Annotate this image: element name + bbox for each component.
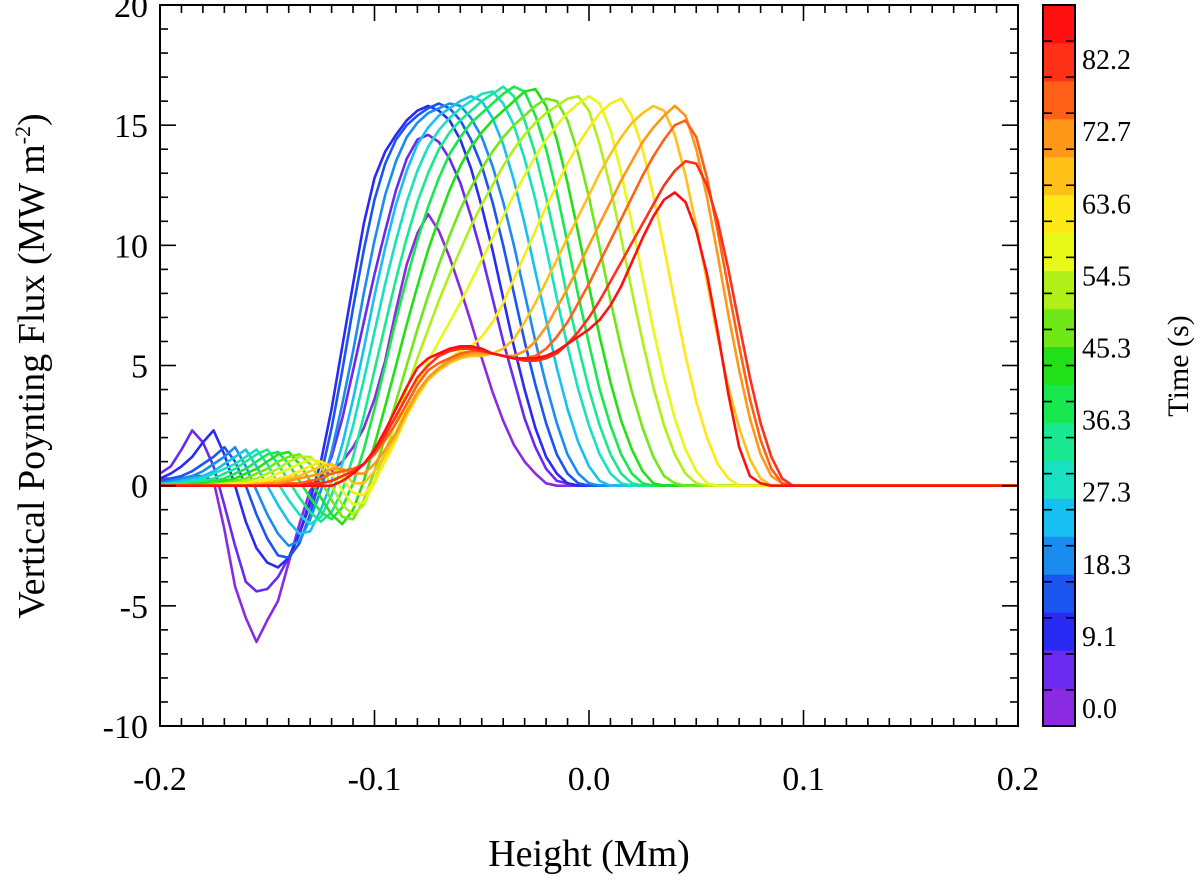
colorbar: 0.0 9.1 18.3 27.3 36.3 45.3 54.5 63.6 72.7 82.2 xyxy=(1042,4,1131,727)
colorbar-segment xyxy=(1043,536,1075,575)
colorbar-segment xyxy=(1043,498,1075,537)
colorbar-label: 72.7 xyxy=(1082,117,1131,148)
series-line-14 xyxy=(160,97,1018,497)
colorbar-segment xyxy=(1043,5,1075,44)
y-tick-label: 5 xyxy=(131,349,148,386)
x-ticks: -0.2 -0.1 0.0 0.1 0.2 xyxy=(133,5,1039,798)
y-tick-label: 10 xyxy=(114,228,148,265)
y-axis-title-exponent: -2 xyxy=(10,126,35,144)
y-axis-title: Vertical Poynting Flux (MW m-2) xyxy=(10,113,53,618)
colorbar-segment xyxy=(1043,384,1075,423)
y-axis-title-close: ) xyxy=(11,113,53,126)
series-group xyxy=(159,85,1018,644)
colorbar-label: 63.6 xyxy=(1082,189,1131,220)
colorbar-segment xyxy=(1043,422,1075,461)
colorbar-label: 0.0 xyxy=(1082,694,1117,725)
colorbar-segment xyxy=(1043,650,1075,689)
series-line-15 xyxy=(160,104,1018,488)
colorbar-label: 45.3 xyxy=(1082,333,1131,364)
colorbar-label: 82.2 xyxy=(1082,45,1131,76)
colorbar-label: 9.1 xyxy=(1082,622,1117,653)
y-tick-label: -10 xyxy=(103,709,148,746)
series-line-16 xyxy=(160,104,1018,488)
y-ticks: -10 -5 0 5 10 15 20 xyxy=(103,0,1018,746)
colorbar-segment xyxy=(1043,194,1075,234)
x-tick-label: -0.1 xyxy=(348,761,402,798)
colorbar-segment xyxy=(1043,460,1075,499)
colorbar-segment xyxy=(1043,688,1075,727)
colorbar-segment xyxy=(1043,574,1075,613)
colorbar-segment xyxy=(1043,232,1075,272)
x-tick-label: 0.2 xyxy=(997,761,1040,798)
x-tick-label: 0.0 xyxy=(568,761,611,798)
y-tick-label: 0 xyxy=(131,469,148,506)
x-tick-label: 0.1 xyxy=(782,761,825,798)
y-tick-label: -5 xyxy=(120,589,148,626)
colorbar-segment xyxy=(1043,270,1075,310)
colorbar-label: 27.3 xyxy=(1082,478,1131,509)
x-tick-label: -0.2 xyxy=(133,761,187,798)
colorbar-label: 54.5 xyxy=(1082,261,1131,292)
x-axis-title: Height (Mm) xyxy=(488,833,690,875)
colorbar-segment xyxy=(1043,156,1075,196)
series-line-19 xyxy=(160,191,1018,488)
y-axis-title-main: Vertical Poynting Flux (MW m xyxy=(11,144,53,618)
colorbar-segment xyxy=(1043,118,1075,158)
colorbar-segment xyxy=(1043,308,1075,348)
colorbar-title: Time (s) xyxy=(1162,315,1195,416)
y-tick-label: 15 xyxy=(114,108,148,145)
y-tick-label: 20 xyxy=(114,0,148,25)
colorbar-segment xyxy=(1043,42,1075,82)
colorbar-label: 36.3 xyxy=(1082,406,1131,437)
colorbar-label: 18.3 xyxy=(1082,550,1131,581)
